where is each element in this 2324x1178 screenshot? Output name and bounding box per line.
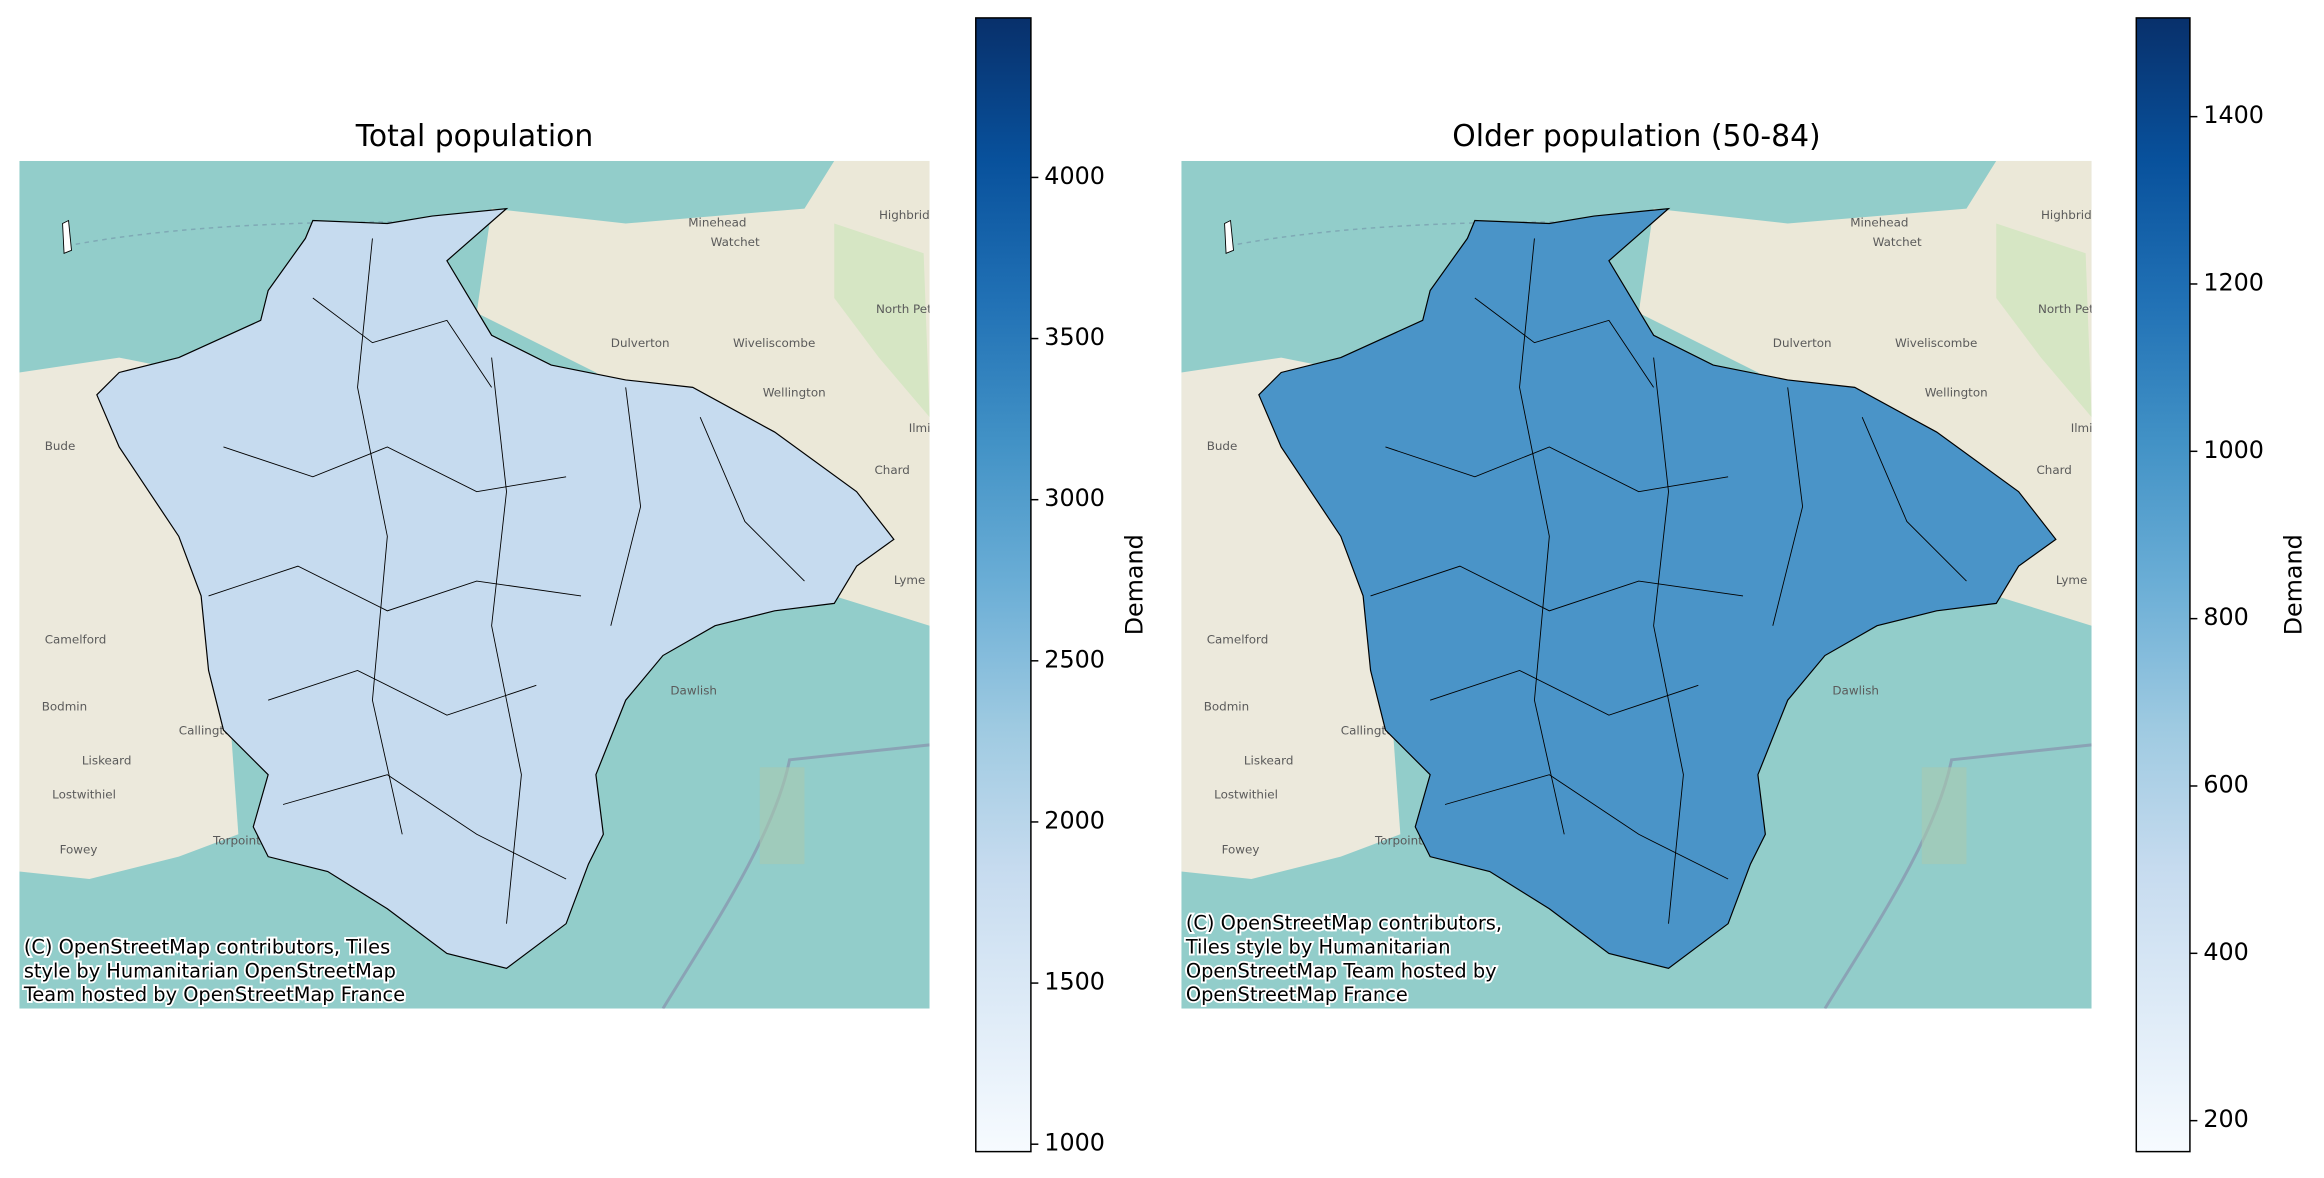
place-label: Lyme Regis — [894, 573, 961, 587]
colorbar-tick-label: 200 — [2203, 1105, 2248, 1133]
zone — [1921, 767, 1967, 865]
attribution: Team hosted by OpenStreetMap France — [23, 983, 405, 1006]
colorbar-tick-label: 3000 — [1044, 484, 1105, 512]
coast-dash — [66, 221, 492, 247]
place-label: Minehead — [688, 215, 746, 229]
place-label: Highbridge — [879, 208, 945, 222]
colorbar-tick-label: 600 — [2203, 770, 2248, 798]
place-label: Camelford — [45, 633, 107, 647]
place-label: Bodmin — [1204, 700, 1249, 714]
place-label: Fowey — [60, 843, 98, 857]
region-border — [699, 416, 805, 582]
region-border — [1370, 565, 1744, 612]
place-label: Lostwithiel — [1214, 788, 1278, 802]
colorbar — [975, 17, 1032, 1153]
place-label: Torpoint — [212, 834, 261, 848]
place-label: Chard — [2036, 463, 2071, 477]
region-border — [1519, 238, 1565, 835]
region-border — [491, 357, 522, 924]
colorbar-label: Demand — [2280, 534, 2308, 635]
place-label: Ilminster — [909, 421, 961, 435]
region-border — [223, 446, 567, 493]
map-title: Total population — [355, 119, 594, 154]
place-label: Camelford — [1207, 633, 1269, 647]
colorbar-tick-label: 400 — [2203, 938, 2248, 966]
place-label: Wellington — [1925, 385, 1988, 399]
attribution: OpenStreetMap France — [1186, 983, 1408, 1006]
region-border — [1474, 297, 1654, 388]
colorbar-tick-label: 1000 — [1044, 1129, 1105, 1157]
map-panel: Older population (50-84) Minehead Watchet H… — [1181, 17, 2308, 1153]
place-label: North Petherton — [2038, 302, 2133, 316]
colorbar-tick-label: 2000 — [1044, 806, 1105, 834]
region-border — [312, 297, 492, 388]
place-label: Chard — [874, 463, 909, 477]
colorbar-tick-label: 1200 — [2203, 268, 2264, 296]
place-label: Liskeard — [82, 753, 131, 767]
basemap: Minehead Watchet Highbridge North Petherton… — [1181, 160, 2133, 1009]
colorbar-tick-label: 4000 — [1044, 162, 1105, 190]
place-label: Dulverton — [611, 336, 670, 350]
region-border — [268, 669, 537, 716]
place-label: Dawlish — [670, 683, 717, 697]
place-label: Bodmin — [42, 700, 87, 714]
place-label: North Petherton — [876, 302, 971, 316]
place-label: Wellington — [763, 385, 826, 399]
place-label: Fowey — [1222, 843, 1260, 857]
place-label: Watchet — [1873, 235, 1922, 249]
place-label: Torpoint — [1374, 834, 1423, 848]
place-label: Liskeard — [1244, 753, 1293, 767]
island — [62, 219, 72, 254]
region-border — [1861, 416, 1967, 582]
island — [1224, 219, 1234, 254]
region-border — [610, 387, 642, 626]
attribution: (C) OpenStreetMap contributors, — [1186, 912, 1502, 935]
map-panel: Total population Minehead Watchet Highbridg… — [19, 17, 1149, 1157]
region-border — [208, 565, 582, 612]
colorbar-tick-label: 1400 — [2203, 101, 2264, 129]
coast-dash — [1228, 221, 1654, 247]
place-label: Ilminster — [2071, 421, 2123, 435]
region-border — [1653, 357, 1684, 924]
land-green — [1996, 223, 2092, 418]
place-label: Minehead — [1850, 215, 1908, 229]
colorbar-tick-label: 800 — [2203, 603, 2248, 631]
place-label: Lyme Regis — [2056, 573, 2123, 587]
land-green — [834, 223, 930, 418]
region-border — [1430, 669, 1699, 716]
colorbar-tick-label: 2500 — [1044, 645, 1105, 673]
basemap: Minehead Watchet Highbridge North Petherton… — [19, 160, 971, 1009]
region-border — [282, 774, 567, 880]
zone — [759, 767, 805, 865]
region-border — [1385, 446, 1729, 493]
attribution: (C) OpenStreetMap contributors, Tiles — [24, 935, 390, 958]
place-label: Dulverton — [1773, 336, 1832, 350]
colorbar-tick-label: 1500 — [1044, 968, 1105, 996]
region-border — [1444, 774, 1729, 880]
place-label: Highbridge — [2041, 208, 2107, 222]
place-label: Wiveliscombe — [1895, 336, 1977, 350]
place-label: Bude — [1207, 439, 1238, 453]
place-label: Watchet — [711, 235, 760, 249]
attribution: OpenStreetMap Team hosted by — [1186, 959, 1497, 982]
attribution: Tiles style by Humanitarian — [1185, 935, 1451, 958]
place-label: Dawlish — [1832, 683, 1879, 697]
region-border — [1772, 387, 1804, 626]
colorbar — [2135, 17, 2191, 1153]
colorbar-tick-label: 1000 — [2203, 436, 2264, 464]
colorbar-tick-label: 3500 — [1044, 323, 1105, 351]
place-label: Wiveliscombe — [733, 336, 815, 350]
attribution: style by Humanitarian OpenStreetMap — [24, 959, 396, 982]
place-label: Lostwithiel — [52, 788, 116, 802]
map-title: Older population (50-84) — [1452, 119, 1820, 154]
region-border — [357, 238, 403, 835]
colorbar-label: Demand — [1121, 534, 1149, 635]
place-label: Bude — [45, 439, 76, 453]
